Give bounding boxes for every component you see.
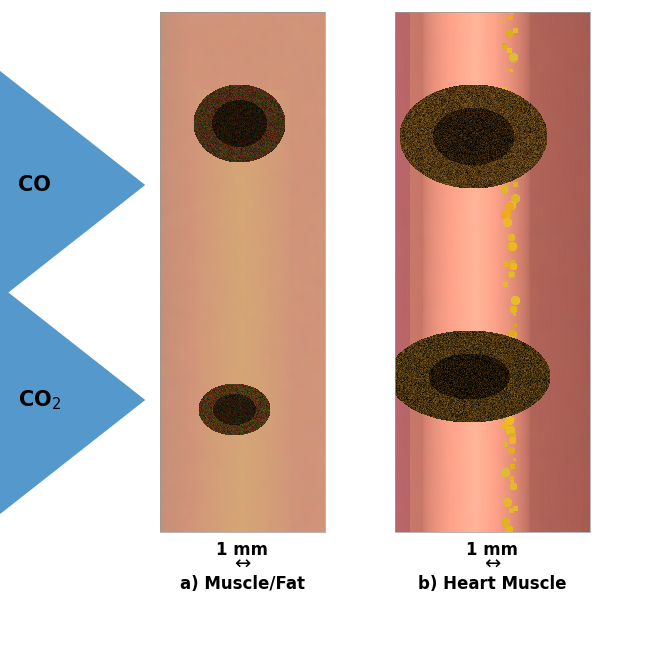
Text: ↔: ↔ — [484, 554, 500, 573]
Text: 1 mm: 1 mm — [467, 541, 519, 559]
Text: CO$_2$: CO$_2$ — [18, 388, 61, 412]
Text: b) Heart Muscle: b) Heart Muscle — [418, 575, 567, 593]
Bar — [160, 12, 325, 532]
Text: 1 mm: 1 mm — [216, 541, 268, 559]
Text: CO: CO — [18, 175, 51, 195]
Text: ↔: ↔ — [234, 554, 251, 573]
Text: a) Muscle/Fat: a) Muscle/Fat — [180, 575, 305, 593]
Bar — [395, 12, 590, 532]
